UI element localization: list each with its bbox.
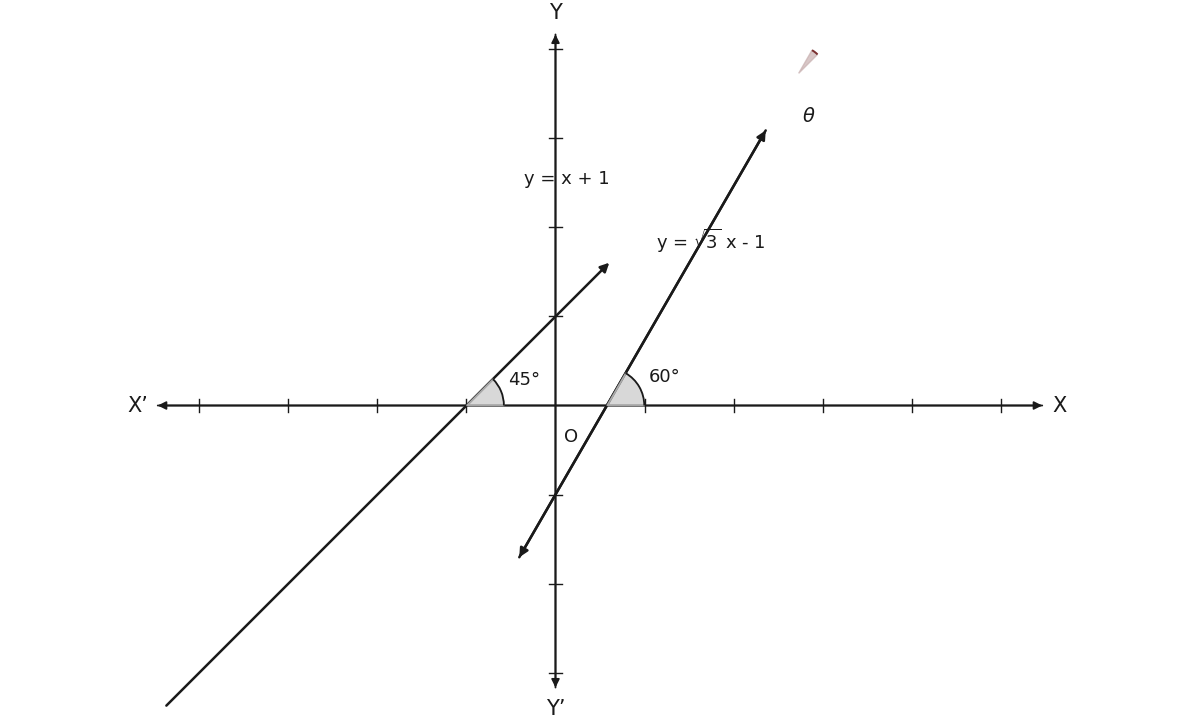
Text: 45°: 45° (509, 372, 540, 389)
Text: O: O (564, 427, 578, 445)
Text: Y: Y (550, 3, 562, 23)
Text: 60°: 60° (649, 368, 680, 386)
Polygon shape (799, 51, 817, 74)
Polygon shape (467, 379, 504, 406)
Text: y = $\sqrt{3}$ x - 1: y = $\sqrt{3}$ x - 1 (656, 227, 766, 255)
Text: X: X (1052, 396, 1067, 415)
Text: θ: θ (803, 107, 814, 126)
Text: Y’: Y’ (546, 699, 565, 719)
Polygon shape (607, 373, 644, 406)
Text: y = x + 1: y = x + 1 (524, 170, 610, 188)
Text: X’: X’ (127, 396, 148, 415)
